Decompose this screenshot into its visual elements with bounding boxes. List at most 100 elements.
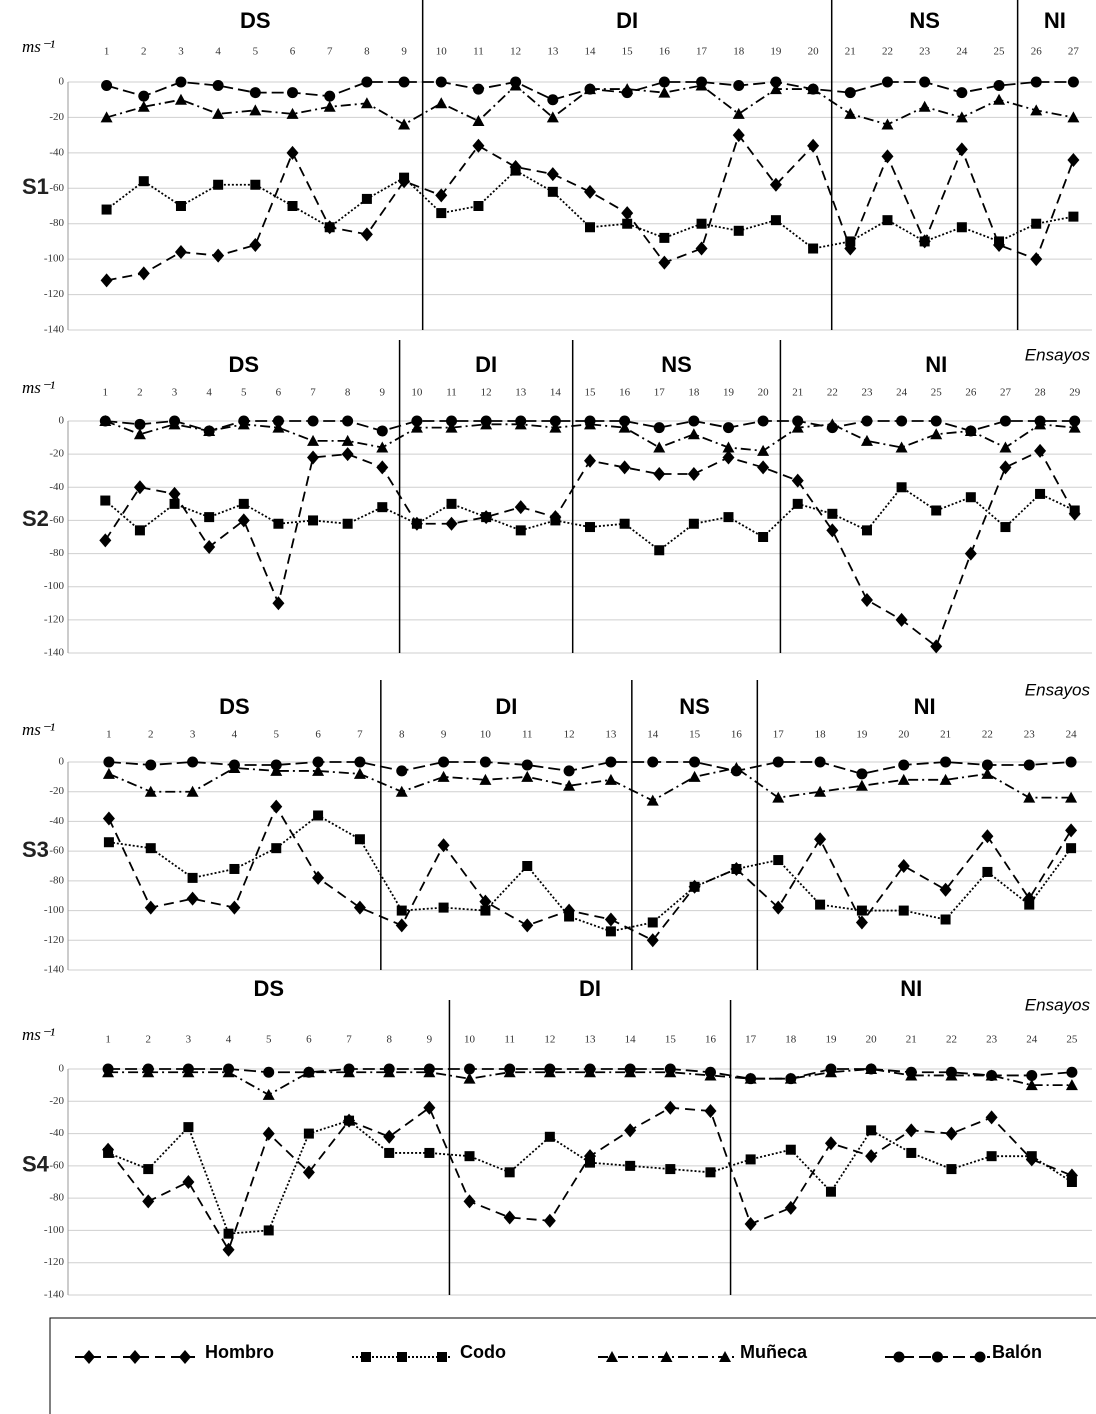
marker-square [250, 179, 261, 190]
y-axis-label: ms⁻¹ [22, 1025, 55, 1044]
marker-square [437, 1352, 447, 1362]
marker-square [169, 498, 180, 509]
series-line [107, 1119, 1073, 1235]
marker-triangle [1065, 1079, 1078, 1091]
x-tick-label: 14 [625, 1034, 637, 1046]
y-tick-label: -100 [44, 904, 65, 916]
legend-label: Muñeca [740, 1342, 808, 1362]
marker-circle [619, 415, 631, 427]
marker-circle [945, 1066, 957, 1078]
marker-triangle [360, 97, 373, 109]
marker-circle [919, 76, 931, 88]
marker-square [882, 215, 893, 226]
section-label: NS [661, 352, 692, 377]
marker-circle [223, 1063, 235, 1075]
marker-triangle [463, 1072, 476, 1084]
x-tick-label: 20 [808, 46, 820, 58]
y-tick-label: -40 [49, 146, 64, 158]
panel-label: S2 [22, 506, 49, 531]
marker-triangle [262, 1088, 275, 1100]
y-tick-label: -80 [49, 874, 64, 886]
marker-circle [479, 756, 491, 768]
marker-circle [138, 90, 150, 102]
x-tick-label: 20 [758, 387, 770, 399]
marker-square [647, 917, 658, 928]
x-tick-label: 12 [481, 387, 492, 399]
marker-diamond [704, 1103, 717, 1118]
marker-square [384, 1147, 395, 1158]
marker-circle [730, 765, 742, 777]
marker-diamond [546, 167, 559, 182]
x-tick-label: 23 [919, 46, 931, 58]
marker-circle [169, 415, 181, 427]
marker-square [773, 855, 784, 866]
marker-square [204, 512, 215, 523]
marker-circle [307, 415, 319, 427]
x-tick-label: 9 [380, 387, 386, 399]
marker-diamond [437, 838, 450, 853]
marker-circle [249, 87, 261, 99]
x-tick-label: 19 [723, 387, 735, 399]
y-axis-label: ms⁻¹ [22, 378, 55, 397]
marker-triangle [1023, 791, 1036, 803]
marker-circle [354, 756, 366, 768]
marker-triangle [546, 111, 559, 123]
marker-square [896, 482, 907, 493]
marker-square [504, 1167, 515, 1178]
y-tick-label: -100 [44, 580, 65, 592]
marker-diamond [855, 915, 868, 930]
marker-square [861, 525, 872, 536]
marker-square [723, 512, 734, 523]
marker-triangle [144, 785, 157, 797]
marker-diamond [757, 460, 770, 475]
marker-circle [270, 759, 282, 771]
y-axis-label: ms⁻¹ [22, 37, 55, 56]
marker-circle [182, 1063, 194, 1075]
marker-square [263, 1225, 274, 1236]
x-tick-label: 15 [622, 46, 634, 58]
marker-square [344, 1115, 355, 1126]
marker-square [845, 236, 856, 247]
marker-circle [549, 415, 561, 427]
x-tick-label: 24 [896, 387, 908, 399]
marker-diamond [722, 450, 735, 465]
marker-circle [521, 759, 533, 771]
marker-square [361, 1352, 371, 1362]
marker-square [1026, 1151, 1037, 1162]
marker-triangle [186, 785, 199, 797]
marker-circle [312, 756, 324, 768]
marker-square [510, 165, 521, 176]
y-tick-label: -40 [49, 815, 64, 827]
marker-square [397, 1352, 407, 1362]
marker-circle [653, 422, 665, 434]
marker-square [1066, 1177, 1077, 1187]
marker-diamond [772, 900, 785, 915]
marker-diamond [744, 1216, 757, 1231]
x-tick-label: 13 [515, 387, 527, 399]
x-tick-label: 17 [745, 1034, 757, 1046]
marker-triangle [653, 441, 666, 453]
x-tick-label: 13 [585, 1034, 597, 1046]
y-tick-label: -60 [49, 182, 64, 194]
marker-square [480, 905, 491, 916]
marker-square [438, 902, 449, 913]
marker-triangle [353, 767, 366, 779]
marker-circle [807, 83, 819, 95]
x-tick-label: 24 [1026, 1034, 1038, 1046]
marker-circle [212, 80, 224, 92]
marker-diamond [270, 799, 283, 814]
marker-circle [792, 415, 804, 427]
marker-circle [383, 1063, 395, 1075]
marker-square [238, 498, 249, 509]
x-tick-label: 27 [1068, 46, 1080, 58]
y-tick-label: 0 [59, 76, 65, 88]
x-tick-label: 8 [399, 729, 405, 741]
x-tick-label: 22 [827, 387, 838, 399]
marker-diamond [445, 516, 458, 531]
marker-diamond [307, 450, 320, 465]
marker-diamond [824, 1136, 837, 1151]
marker-triangle [881, 118, 894, 130]
marker-triangle [814, 785, 827, 797]
marker-circle [647, 756, 659, 768]
marker-square [183, 1122, 194, 1133]
